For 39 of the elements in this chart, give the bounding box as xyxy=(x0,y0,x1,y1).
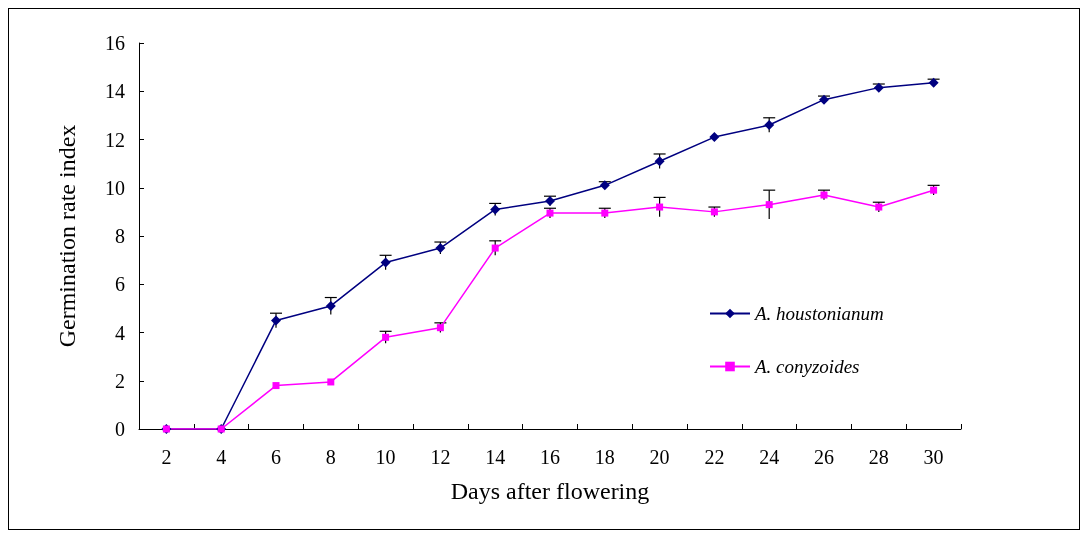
point xyxy=(928,77,939,88)
x-tick-label: 16 xyxy=(540,446,560,468)
y-tick-label: 2 xyxy=(115,369,125,392)
y-tick-label: 4 xyxy=(115,321,125,344)
x-tick-label: 30 xyxy=(923,446,944,468)
point xyxy=(599,180,610,191)
point xyxy=(325,300,336,311)
y-tick-label: 6 xyxy=(115,273,125,296)
point xyxy=(765,201,773,209)
y-tick-label: 14 xyxy=(105,80,125,103)
x-tick-label: 22 xyxy=(704,446,725,468)
point xyxy=(327,378,335,386)
x-tick-label: 10 xyxy=(375,446,396,468)
point xyxy=(873,82,884,93)
x-tick-label: 8 xyxy=(325,446,336,468)
y-tick-label: 16 xyxy=(105,32,125,54)
x-tick-label: 20 xyxy=(649,446,670,468)
y-tick-label: 10 xyxy=(105,176,125,199)
x-tick-label: 6 xyxy=(271,446,281,468)
x-tick-label: 24 xyxy=(759,446,780,468)
y-tick-label: 0 xyxy=(115,418,125,440)
point xyxy=(491,244,499,252)
point xyxy=(272,382,280,390)
point xyxy=(656,203,664,211)
legend-label: A. conyzoides xyxy=(753,356,860,377)
x-tick-label: 18 xyxy=(594,446,615,468)
legend-label: A. houstonianum xyxy=(753,303,884,324)
point xyxy=(819,94,829,105)
point xyxy=(709,132,720,143)
x-tick-label: 14 xyxy=(485,446,506,468)
x-tick-label: 12 xyxy=(430,446,451,468)
x-tick-label: 4 xyxy=(216,446,227,468)
x-tick-label: 2 xyxy=(161,446,172,468)
x-axis-title: Days after flowering xyxy=(450,478,650,504)
y-tick-label: 12 xyxy=(105,128,125,151)
y-axis-title: Germination rate index xyxy=(54,124,80,348)
x-tick-label: 28 xyxy=(868,446,889,468)
x-tick-label: 26 xyxy=(814,446,834,468)
y-tick-label: 8 xyxy=(115,225,125,247)
